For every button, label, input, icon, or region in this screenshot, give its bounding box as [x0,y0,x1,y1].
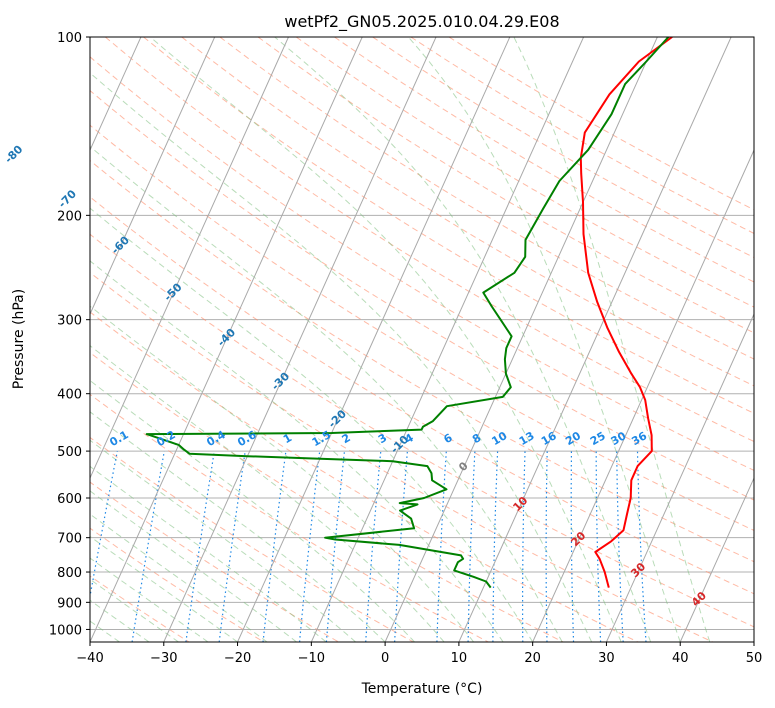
x-tick-label: −40 [76,651,103,666]
moist-adiabat-line [274,37,652,642]
x-tick-label: 10 [451,651,468,666]
moist-adiabat-line [90,535,238,642]
dry-adiabat-line [90,272,713,642]
dry-adiabat-line [90,56,754,471]
x-axis-title: Temperature (°C) [361,681,483,697]
plot-area [90,37,754,642]
mixing-ratio-line [492,451,499,642]
y-tick-label: 1000 [49,623,82,638]
mixing-ratio-line [262,451,287,642]
moist-adiabats [90,37,711,642]
dry-adiabat-line [90,393,489,642]
y-tick-label: 400 [57,388,82,403]
chart-title: wetPf2_GN05.2025.010.04.29.E08 [284,12,559,32]
x-tick-label: −30 [150,651,177,666]
dewpoint-line [145,37,670,589]
moist-adiabat-line [90,305,474,642]
mixing-ratio-line [545,451,548,642]
isotherm-line [532,148,754,642]
y-tick-label: 900 [57,596,82,611]
isotherm-line [90,37,142,152]
x-tick-label: 50 [746,651,763,666]
profile-series [145,37,673,589]
x-tick-label: −10 [298,651,325,666]
dry-adiabat-line [295,37,754,308]
y-tick-label: 500 [57,445,82,460]
mixing-ratio-line [570,451,575,642]
moist-adiabat-line [407,37,681,642]
moist-adiabat-line [90,260,504,642]
mixing-ratio-line [616,451,624,642]
x-tick-label: 0 [381,651,389,666]
y-axis: 100 200 300 400 500 600 700 800 900 1000 [49,31,90,638]
y-tick-label: 600 [57,492,82,507]
dry-adiabat-line [90,481,339,642]
x-tick-label: −20 [224,651,251,666]
mixing-ratio-line [436,451,447,642]
mixing-ratio-line [325,451,346,642]
mixing-ratio-line [467,451,476,642]
mixing-ratio-line [218,451,246,642]
isotherm-line [605,312,754,642]
mixing-ratio-line [299,451,321,642]
moist-adiabat-line [90,145,563,642]
moist-adiabat-line [149,37,622,642]
moist-adiabat-line [90,207,534,642]
isotherm-line [384,37,658,642]
moist-adiabat-line [90,557,209,642]
temperature-line [579,37,673,588]
dry-adiabat-line [257,37,754,334]
moist-adiabat-line [90,72,593,642]
mixing-ratio-line [185,451,215,642]
mixing-ratio-line [365,451,382,642]
dry-adiabat-line [90,233,754,628]
dry-adiabat-line [90,527,265,642]
dry-adiabat-line [334,37,754,283]
isotherm-line [90,37,289,480]
mixing-ratio-line [595,451,602,642]
dry-adiabat-line [90,196,754,595]
dry-adiabat-line [90,89,754,501]
dry-adiabat-line [104,37,754,443]
y-tick-label: 200 [57,209,82,224]
moist-adiabat-line [90,411,386,642]
isotherm-line [90,37,363,642]
dry-adiabat-line [181,37,754,387]
y-tick-label: 300 [57,314,82,329]
moist-adiabat-line [513,37,711,642]
isotherm-line [679,476,754,642]
isotherm-line [90,37,216,316]
dry-adiabat-line [90,159,754,563]
dry-adiabat-line [90,352,564,642]
plot-frame [89,36,755,643]
x-tick-label: 40 [672,651,689,666]
y-axis-title: Pressure (hPa) [11,289,27,389]
y-tick-label: 700 [57,532,82,547]
moist-adiabat-line [90,439,356,642]
dry-adiabat-line [219,37,754,360]
moist-adiabat-line [90,490,297,642]
y-tick-label: 100 [57,31,82,46]
y-tick-label: 800 [57,566,82,581]
x-tick-label: 20 [524,651,541,666]
isotherm-line [237,37,511,642]
moist-adiabat-line [90,513,268,642]
dry-adiabats [90,37,754,642]
isotherm-line [458,37,732,642]
moist-adiabat-line [90,578,179,642]
mixing-ratio-line [636,451,647,642]
isotherm-line [163,37,437,642]
x-tick-label: 30 [598,651,615,666]
mixing-ratio-line [522,451,526,642]
x-axis: −40 −30 −20 −10 0 10 20 30 40 50 [76,642,762,666]
dry-adiabat-line [90,311,639,642]
